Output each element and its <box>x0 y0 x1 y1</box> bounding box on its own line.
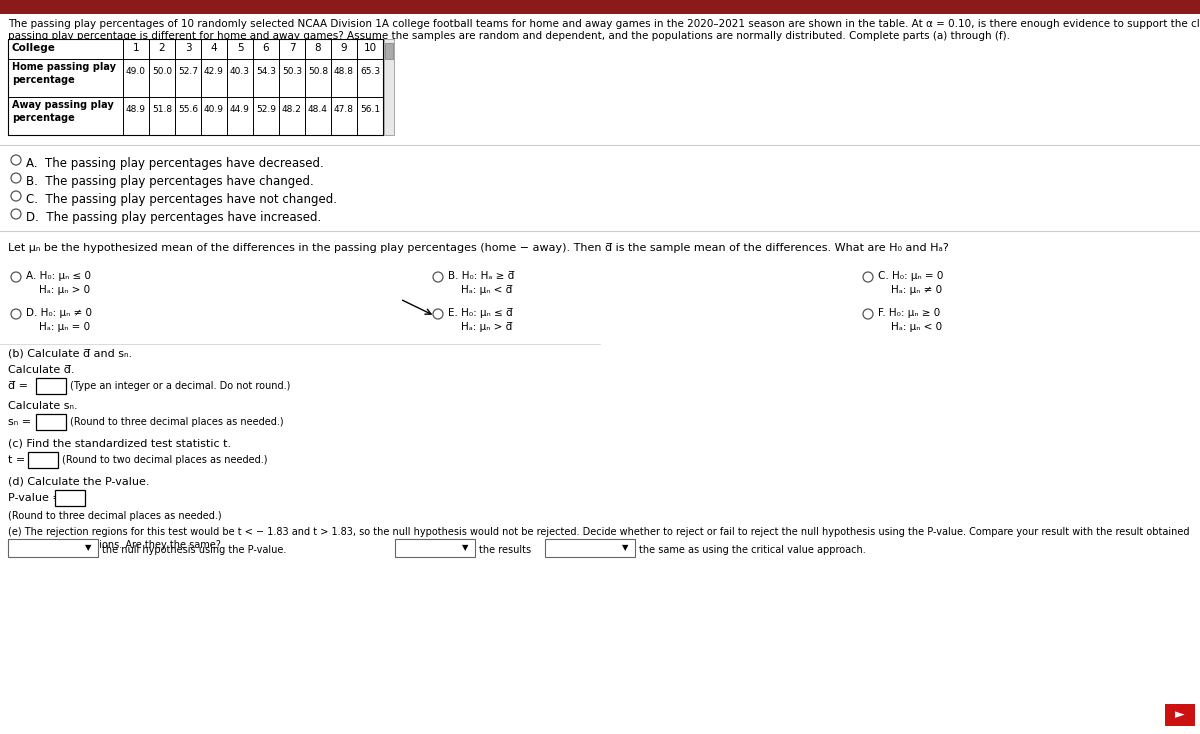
Bar <box>0 0 1200 14</box>
Text: A.  The passing play percentages have decreased.: A. The passing play percentages have dec… <box>26 157 324 170</box>
Text: 48.8: 48.8 <box>334 67 354 76</box>
Text: Hₐ: μₙ ≠ 0: Hₐ: μₙ ≠ 0 <box>878 285 942 295</box>
Text: 50.0: 50.0 <box>152 67 172 76</box>
Text: Away passing play: Away passing play <box>12 100 114 110</box>
Text: percentage: percentage <box>12 75 74 85</box>
Text: t =: t = <box>8 455 29 465</box>
Text: ▼: ▼ <box>462 543 468 553</box>
Text: d̅ =: d̅ = <box>8 381 31 391</box>
Text: 56.1: 56.1 <box>360 104 380 114</box>
Bar <box>8 39 395 135</box>
Text: F. H₀: μₙ ≥ 0: F. H₀: μₙ ≥ 0 <box>878 308 941 318</box>
Text: B. H₀: Hₐ ≥ d̅: B. H₀: Hₐ ≥ d̅ <box>448 271 515 281</box>
Text: Home passing play: Home passing play <box>12 62 116 72</box>
Text: Hₐ: μₙ < d̅: Hₐ: μₙ < d̅ <box>448 285 512 295</box>
Text: 10: 10 <box>364 43 377 53</box>
Text: 51.8: 51.8 <box>152 104 172 114</box>
Bar <box>384 39 394 135</box>
Text: (d) Calculate the P-value.: (d) Calculate the P-value. <box>8 477 150 487</box>
Text: College: College <box>12 43 56 53</box>
Text: 4: 4 <box>211 43 217 53</box>
Bar <box>36 414 66 430</box>
Text: 2: 2 <box>158 43 166 53</box>
Text: 48.9: 48.9 <box>126 104 146 114</box>
Text: 5: 5 <box>236 43 244 53</box>
Text: using rejection regions. Are they the same?: using rejection regions. Are they the sa… <box>8 540 221 550</box>
Text: Hₐ: μₙ = 0: Hₐ: μₙ = 0 <box>26 322 90 332</box>
Bar <box>8 39 383 135</box>
Text: (c) Find the standardized test statistic t.: (c) Find the standardized test statistic… <box>8 439 232 449</box>
Text: (b) Calculate d̅ and sₙ.: (b) Calculate d̅ and sₙ. <box>8 349 132 359</box>
Text: Calculate d̅.: Calculate d̅. <box>8 365 74 375</box>
Text: Let μₙ be the hypothesized mean of the differences in the passing play percentag: Let μₙ be the hypothesized mean of the d… <box>8 243 949 253</box>
Text: 48.4: 48.4 <box>308 104 328 114</box>
Text: (Round to three decimal places as needed.): (Round to three decimal places as needed… <box>70 417 283 427</box>
Bar <box>28 452 58 468</box>
Text: ▼: ▼ <box>622 543 629 553</box>
Text: D. H₀: μₙ ≠ 0: D. H₀: μₙ ≠ 0 <box>26 308 92 318</box>
Text: the null hypothesis using the P-value.: the null hypothesis using the P-value. <box>102 545 287 555</box>
Text: 7: 7 <box>289 43 295 53</box>
Text: 50.3: 50.3 <box>282 67 302 76</box>
Text: (Round to two decimal places as needed.): (Round to two decimal places as needed.) <box>62 455 268 465</box>
Text: 9: 9 <box>341 43 347 53</box>
Text: 48.2: 48.2 <box>282 104 302 114</box>
Text: passing play percentage is different for home and away games? Assume the samples: passing play percentage is different for… <box>8 31 1010 41</box>
Text: sₙ =: sₙ = <box>8 417 35 427</box>
Text: 40.3: 40.3 <box>230 67 250 76</box>
Text: 44.9: 44.9 <box>230 104 250 114</box>
Text: 50.8: 50.8 <box>308 67 328 76</box>
Text: Hₐ: μₙ < 0: Hₐ: μₙ < 0 <box>878 322 942 332</box>
Text: The passing play percentages of 10 randomly selected NCAA Division 1A college fo: The passing play percentages of 10 rando… <box>8 19 1200 29</box>
Text: the same as using the critical value approach.: the same as using the critical value app… <box>640 545 865 555</box>
Text: ►: ► <box>1175 708 1184 722</box>
Text: Hₐ: μₙ > d̅: Hₐ: μₙ > d̅ <box>448 322 512 332</box>
Text: E. H₀: μₙ ≤ d̅: E. H₀: μₙ ≤ d̅ <box>448 308 512 318</box>
Bar <box>385 43 394 59</box>
Text: A. H₀: μₙ ≤ 0: A. H₀: μₙ ≤ 0 <box>26 271 91 281</box>
Text: B.  The passing play percentages have changed.: B. The passing play percentages have cha… <box>26 175 313 188</box>
Bar <box>1165 704 1195 726</box>
Bar <box>545 539 635 557</box>
Text: percentage: percentage <box>12 113 74 123</box>
Text: 40.9: 40.9 <box>204 104 224 114</box>
Text: 52.7: 52.7 <box>178 67 198 76</box>
Text: P-value =: P-value = <box>8 493 65 503</box>
Text: (Type an integer or a decimal. Do not round.): (Type an integer or a decimal. Do not ro… <box>70 381 290 391</box>
Text: the results: the results <box>479 545 532 555</box>
Text: 55.6: 55.6 <box>178 104 198 114</box>
Text: 49.0: 49.0 <box>126 67 146 76</box>
Text: (e) The rejection regions for this test would be t < − 1.83 and t > 1.83, so the: (e) The rejection regions for this test … <box>8 527 1189 537</box>
Text: 65.3: 65.3 <box>360 67 380 76</box>
Text: Calculate sₙ.: Calculate sₙ. <box>8 401 78 411</box>
Bar <box>55 490 85 506</box>
Text: 47.8: 47.8 <box>334 104 354 114</box>
Text: D.  The passing play percentages have increased.: D. The passing play percentages have inc… <box>26 211 322 224</box>
Text: 6: 6 <box>263 43 269 53</box>
Bar <box>395 539 475 557</box>
Bar <box>36 378 66 394</box>
Text: Hₐ: μₙ > 0: Hₐ: μₙ > 0 <box>26 285 90 295</box>
Text: 42.9: 42.9 <box>204 67 224 76</box>
Text: C.  The passing play percentages have not changed.: C. The passing play percentages have not… <box>26 193 337 206</box>
Bar <box>8 539 98 557</box>
Text: ▼: ▼ <box>85 543 91 553</box>
Text: 52.9: 52.9 <box>256 104 276 114</box>
Text: (Round to three decimal places as needed.): (Round to three decimal places as needed… <box>8 511 222 521</box>
Text: C. H₀: μₙ = 0: C. H₀: μₙ = 0 <box>878 271 943 281</box>
Text: 8: 8 <box>314 43 322 53</box>
Text: 1: 1 <box>133 43 139 53</box>
Text: 3: 3 <box>185 43 191 53</box>
Text: 54.3: 54.3 <box>256 67 276 76</box>
